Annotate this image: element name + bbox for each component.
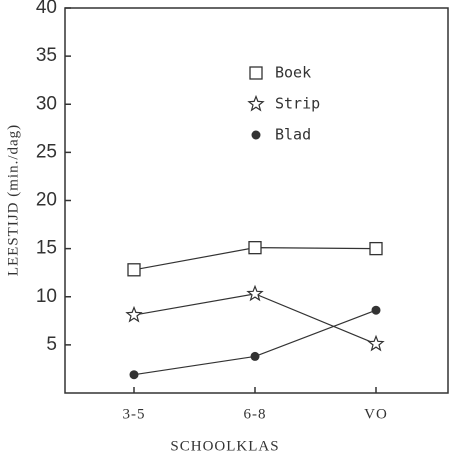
x-tick-label: 3-5	[123, 406, 146, 422]
marker-circle	[250, 351, 260, 361]
marker-star	[125, 305, 143, 323]
x-axis-label: SCHOOLKLAS	[170, 438, 279, 454]
legend-label: Blad	[275, 126, 311, 144]
marker-star	[247, 94, 265, 112]
marker-square	[369, 241, 383, 256]
marker-circle	[129, 370, 139, 380]
plot-frame	[64, 7, 449, 394]
marker-square	[248, 241, 262, 255]
marker-circle	[251, 130, 261, 140]
marker-star	[246, 284, 264, 302]
legend-label: Boek	[275, 64, 311, 82]
marker-square	[127, 263, 141, 277]
y-axis-label: LEESTIJD (min./dag)	[5, 124, 21, 276]
series-line	[133, 309, 377, 376]
y-tick-label: 15	[36, 238, 57, 259]
series-line	[133, 293, 377, 345]
y-tick-label: 35	[36, 45, 57, 66]
y-tick-label: 30	[36, 93, 57, 114]
y-tick-label: 40	[36, 0, 57, 18]
legend-label: Strip	[275, 95, 320, 113]
x-tick-label: VO	[364, 406, 388, 422]
y-tick-label: 20	[36, 190, 57, 211]
x-tick-label: 6-8	[244, 406, 267, 422]
y-tick-label: 25	[36, 141, 57, 162]
marker-square	[249, 66, 263, 80]
marker-star	[367, 334, 385, 352]
y-tick-label: 5	[46, 334, 57, 355]
y-tick-label: 10	[36, 286, 57, 307]
marker-circle	[371, 305, 381, 315]
